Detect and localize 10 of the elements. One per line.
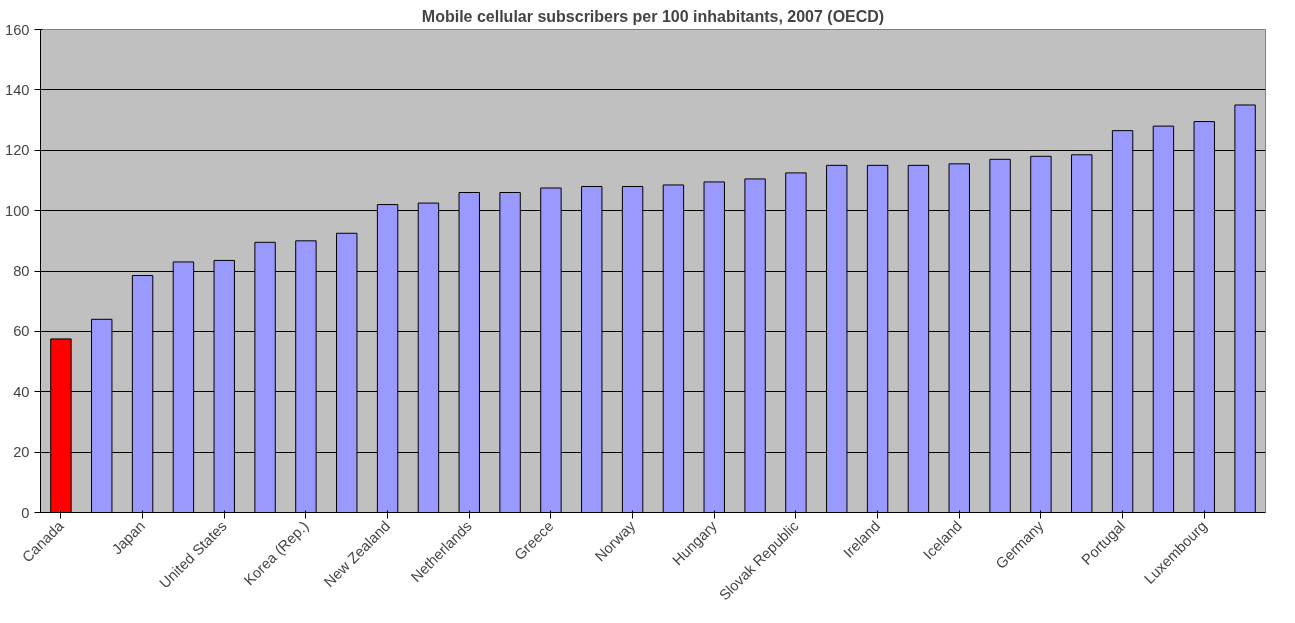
y-tick-label: 100	[5, 202, 30, 219]
y-tick-label: 60	[13, 323, 30, 340]
y-tick-label: 0	[21, 504, 30, 521]
y-tick-label: 40	[13, 383, 30, 400]
y-tick-label: 160	[5, 21, 30, 38]
y-tick-label: 20	[13, 444, 30, 461]
y-tick-label: 120	[5, 142, 30, 159]
y-tick-label: 80	[13, 263, 30, 279]
chart-title: Mobile cellular subscribers per 100 inhabitants, 2007 (OECD)	[421, 7, 885, 25]
y-tick-label: 140	[5, 81, 30, 98]
